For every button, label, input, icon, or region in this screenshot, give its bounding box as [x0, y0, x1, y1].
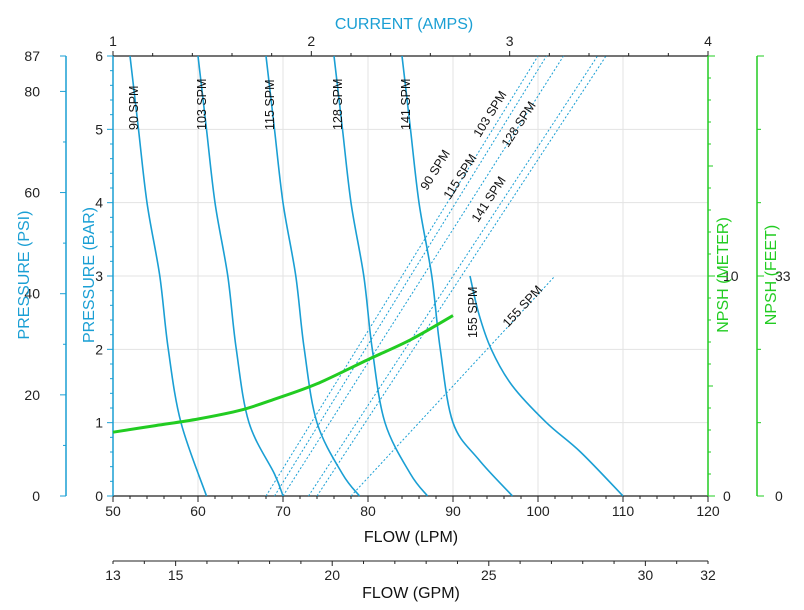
pressure-curve-label-155-spm: 155 SPM — [466, 287, 480, 338]
npsh-feet-axis-title: NPSH (FEET) — [763, 225, 780, 325]
npsh-ft-tick-label-33: 33 — [775, 268, 791, 284]
psi-tick-label-0: 0 — [32, 488, 40, 504]
pressure-curve-128-spm — [333, 55, 429, 497]
gpm-tick-label-32: 32 — [700, 567, 716, 583]
lpm-tick-label-100: 100 — [526, 503, 550, 519]
flow-lpm-axis-title: FLOW (LPM) — [364, 529, 458, 546]
npsh-curve — [112, 314, 454, 434]
bar-axis-title: PRESSURE (BAR) — [81, 207, 98, 343]
lpm-tick-label-80: 80 — [360, 503, 376, 519]
pressure-curve-141-spm — [401, 55, 514, 497]
pressure-curve-label-115-spm: 115 SPM — [263, 80, 277, 131]
lpm-tick-label-110: 110 — [612, 503, 635, 519]
psi-tick-label-60: 60 — [24, 185, 40, 201]
current-axis-title: CURRENT (AMPS) — [335, 16, 473, 33]
amps-tick-label-3: 3 — [506, 33, 514, 49]
gpm-tick-label-30: 30 — [638, 567, 654, 583]
lpm-tick-label-70: 70 — [275, 503, 291, 519]
psi-axis-title: PRESSURE (PSI) — [16, 211, 33, 340]
flow-gpm-axis-title: FLOW (GPM) — [362, 585, 460, 602]
npsh-m-tick-label-10: 10 — [723, 268, 739, 284]
bar-tick-label-6: 6 — [95, 48, 103, 64]
bar-tick-label-3: 3 — [95, 268, 103, 284]
bar-tick-label-2: 2 — [95, 341, 103, 357]
bar-tick-label-0: 0 — [95, 488, 103, 504]
pressure-curve-label-103-spm: 103 SPM — [195, 79, 209, 130]
psi-tick-label-20: 20 — [24, 387, 40, 403]
gpm-tick-label-13: 13 — [105, 567, 121, 583]
bar-tick-label-5: 5 — [95, 121, 103, 137]
amps-tick-label-4: 4 — [704, 33, 712, 49]
psi-tick-label-87: 87 — [24, 48, 40, 64]
npsh-meter-axis-title: NPSH (METER) — [715, 217, 732, 333]
npsh-ft-tick-label-0: 0 — [775, 488, 783, 504]
amps-tick-label-2: 2 — [307, 33, 315, 49]
psi-tick-label-40: 40 — [24, 286, 40, 302]
gpm-tick-label-20: 20 — [324, 567, 340, 583]
amps-tick-label-1: 1 — [109, 33, 117, 49]
lpm-tick-label-50: 50 — [105, 503, 121, 519]
pressure-curve-label-128-spm: 128 SPM — [331, 79, 345, 130]
pressure-curve-103-spm — [197, 55, 284, 497]
pressure-curve-label-141-spm: 141 SPM — [399, 79, 413, 130]
pressure-curve-115-spm — [265, 55, 361, 497]
bar-tick-label-4: 4 — [95, 195, 103, 211]
psi-tick-label-80: 80 — [24, 83, 40, 99]
npsh-m-tick-label-0: 0 — [723, 488, 731, 504]
pressure-curve-label-90-spm: 90 SPM — [127, 86, 141, 130]
current-curve-115-spm — [282, 55, 564, 497]
gpm-tick-label-25: 25 — [481, 567, 497, 583]
gpm-tick-label-15: 15 — [168, 567, 184, 583]
bar-tick-label-1: 1 — [95, 415, 103, 431]
lpm-tick-label-120: 120 — [696, 503, 720, 519]
pressure-curve-155-spm — [469, 275, 624, 497]
lpm-tick-label-60: 60 — [190, 503, 206, 519]
series — [112, 55, 624, 497]
lpm-tick-label-90: 90 — [445, 503, 461, 519]
